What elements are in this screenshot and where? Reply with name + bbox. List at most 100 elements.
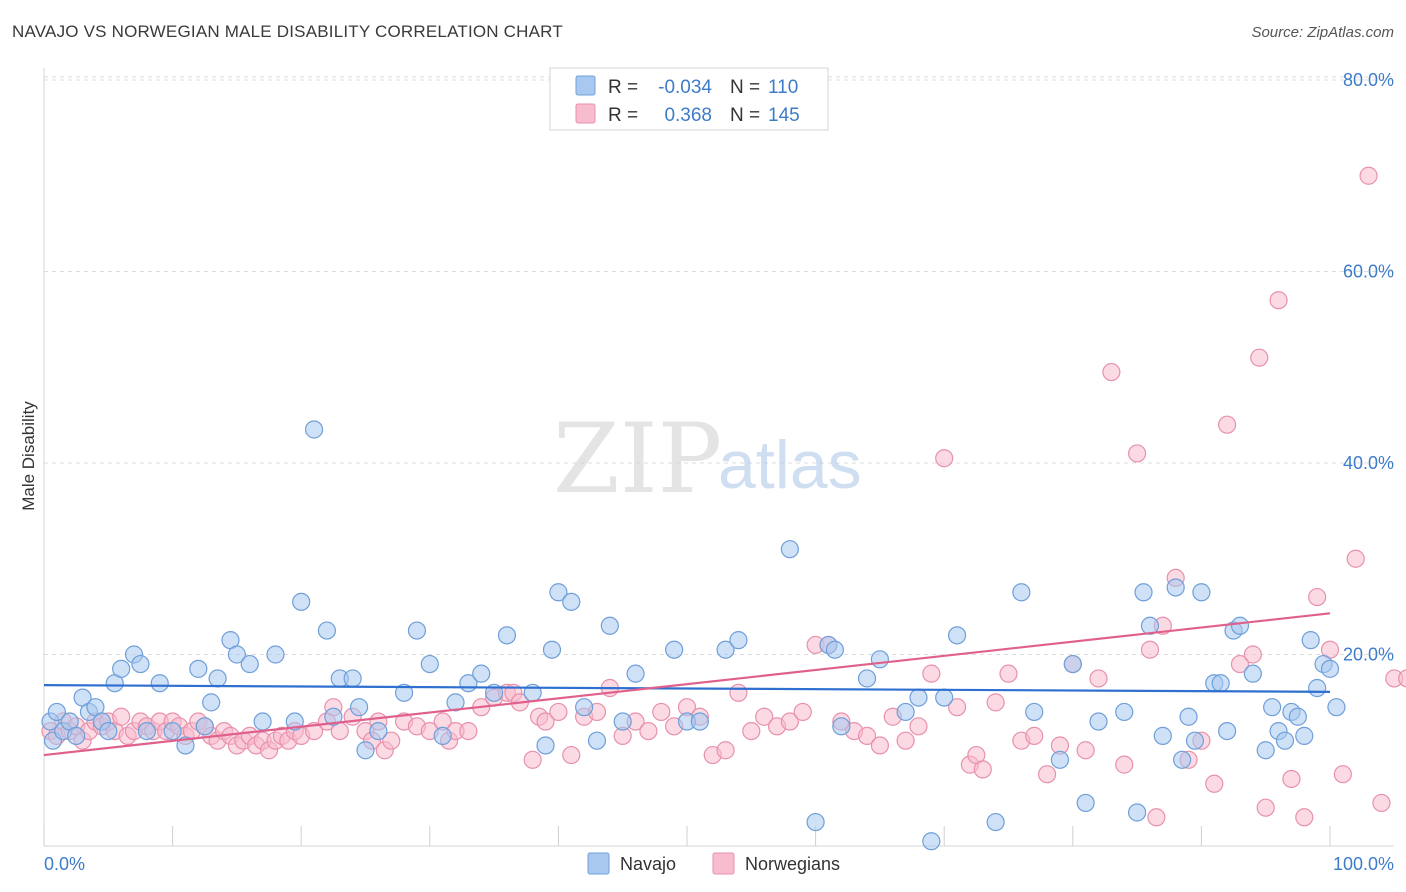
norwegians-point: [1147, 808, 1166, 827]
legend-n-label-navajo: N =: [730, 77, 760, 98]
navajo-point: [536, 736, 555, 755]
x-tick-label-max: 100.0%: [1333, 854, 1394, 874]
norwegians-point: [1230, 654, 1250, 674]
navajo-point: [575, 698, 594, 717]
chart-source: Source: ZipAtlas.com: [1251, 24, 1394, 41]
norwegians-point: [793, 702, 812, 722]
legend-swatch-navajo: [575, 75, 596, 96]
bottom-legend-swatch-navajo: [587, 852, 610, 875]
norwegians-point: [742, 721, 761, 741]
norwegians-point: [1359, 166, 1378, 185]
norwegians-point: [1115, 755, 1134, 774]
watermark: ZIP atlas: [553, 403, 862, 515]
navajo-point: [1076, 793, 1095, 813]
norwegians-point: [112, 707, 131, 726]
navajo-point: [285, 712, 304, 731]
navajo-point: [1230, 616, 1250, 635]
legend-n-label-norwegians: N =: [730, 105, 760, 126]
norwegians-point: [549, 702, 568, 722]
norwegians-point: [1089, 669, 1108, 688]
navajo-point: [1275, 731, 1295, 750]
navajo-point: [947, 626, 967, 645]
navajo-point: [986, 812, 1005, 832]
navajo-point: [349, 698, 369, 717]
navajo-point: [112, 659, 131, 678]
navajo-point: [67, 726, 86, 745]
legend-r-value-navajo: -0.034: [658, 77, 712, 98]
navajo-point: [208, 669, 227, 688]
navajo-point: [896, 702, 915, 722]
navajo-point: [1166, 578, 1185, 597]
navajo-point: [1243, 664, 1262, 683]
navajo-point: [857, 669, 877, 688]
navajo-point: [195, 717, 214, 736]
navajo-point: [549, 583, 568, 602]
navajo-point: [497, 626, 517, 645]
norwegians-point: [1205, 774, 1224, 793]
norwegians-point: [459, 721, 478, 741]
norwegians-point: [562, 745, 581, 765]
legend-r-label-navajo: R =: [608, 77, 638, 98]
watermark-atlas: atlas: [718, 427, 862, 503]
norwegians-point: [523, 750, 542, 769]
navajo-point: [626, 664, 645, 683]
bottom-legend-swatch-norwegians: [712, 852, 735, 875]
navajo-point: [1218, 721, 1237, 741]
navajo-point: [1173, 750, 1192, 769]
navajo-point: [600, 616, 619, 635]
navajo-point: [420, 654, 439, 674]
y-axis-title: Male Disability: [19, 401, 38, 511]
x-ticks: [43, 826, 1331, 846]
navajo-trend-line: [43, 684, 1331, 693]
norwegians-point: [780, 712, 799, 731]
norwegians-point: [922, 664, 941, 683]
navajo-point: [189, 659, 208, 678]
navajo-point: [292, 592, 311, 611]
bottom-legend-label-navajo: Navajo: [620, 854, 676, 874]
navajo-point: [304, 420, 324, 439]
norwegians-point: [1308, 587, 1327, 607]
norwegians-point: [1269, 291, 1288, 310]
navajo-point: [1327, 698, 1346, 717]
navajo-point: [1127, 803, 1147, 822]
navajo-point: [613, 712, 632, 731]
navajo-point: [1179, 707, 1198, 726]
navajo-point: [825, 640, 844, 659]
norwegians-point: [1372, 793, 1391, 813]
norwegians-point: [1398, 669, 1406, 688]
navajo-point: [227, 645, 246, 664]
norwegians-point: [909, 717, 928, 736]
navajo-point: [202, 693, 221, 712]
navajo-point: [433, 726, 452, 745]
navajo-point: [131, 654, 150, 674]
gridlines: [44, 76, 1394, 655]
norwegians-point: [755, 707, 774, 726]
navajo-point: [47, 702, 66, 722]
legend-n-value-navajo: 110: [768, 77, 798, 98]
navajo-point: [1320, 659, 1340, 678]
navajo-point: [407, 621, 427, 640]
navajo-point: [1089, 712, 1108, 731]
navajo-point: [542, 640, 562, 659]
navajo-point: [1192, 583, 1211, 602]
y-tick-label-20: 20.0%: [1343, 645, 1394, 665]
navajo-point: [922, 832, 941, 851]
norwegians-point: [1037, 765, 1057, 784]
navajo-point: [1301, 631, 1320, 650]
norwegians-point: [896, 731, 915, 750]
navajo-point: [1063, 654, 1082, 674]
navajo-point: [716, 640, 735, 659]
norwegians-point: [1243, 645, 1262, 664]
navajo-point: [690, 712, 709, 731]
navajo-point: [137, 721, 156, 741]
navajo-point: [1288, 707, 1307, 726]
navajo-point: [1185, 731, 1205, 750]
navajo-point: [176, 736, 195, 755]
legend-n-value-norwegians: 145: [768, 105, 800, 126]
norwegians-point: [1076, 741, 1095, 760]
navajo-point: [1153, 726, 1172, 745]
y-tick-label-40: 40.0%: [1343, 453, 1394, 473]
navajo-point: [1263, 698, 1282, 717]
norwegians-point: [1256, 798, 1275, 817]
norwegians-point: [382, 731, 401, 750]
